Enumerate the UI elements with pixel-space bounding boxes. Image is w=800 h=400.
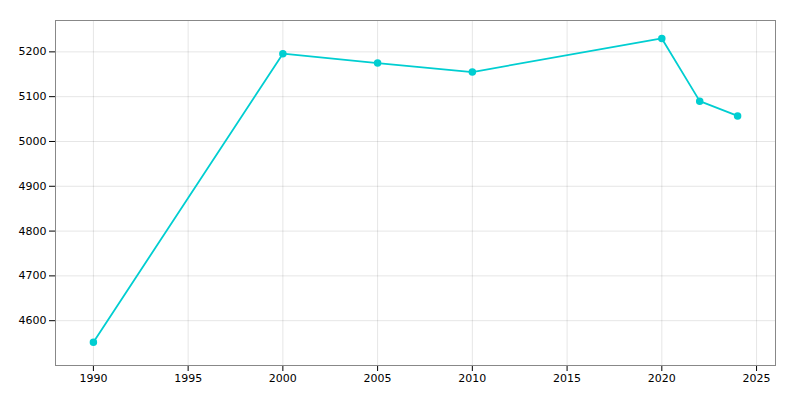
svg-text:5100: 5100	[19, 90, 47, 103]
svg-text:4700: 4700	[19, 269, 47, 282]
svg-text:1990: 1990	[79, 372, 107, 385]
svg-text:2015: 2015	[553, 372, 581, 385]
svg-text:4900: 4900	[19, 180, 47, 193]
svg-text:2005: 2005	[364, 372, 392, 385]
svg-text:5000: 5000	[19, 135, 47, 148]
svg-text:4800: 4800	[19, 225, 47, 238]
svg-text:2010: 2010	[458, 372, 486, 385]
svg-text:2025: 2025	[743, 372, 771, 385]
svg-text:2020: 2020	[648, 372, 676, 385]
svg-text:5200: 5200	[19, 45, 47, 58]
svg-text:1995: 1995	[174, 372, 202, 385]
svg-text:2000: 2000	[269, 372, 297, 385]
svg-text:4600: 4600	[19, 314, 47, 327]
